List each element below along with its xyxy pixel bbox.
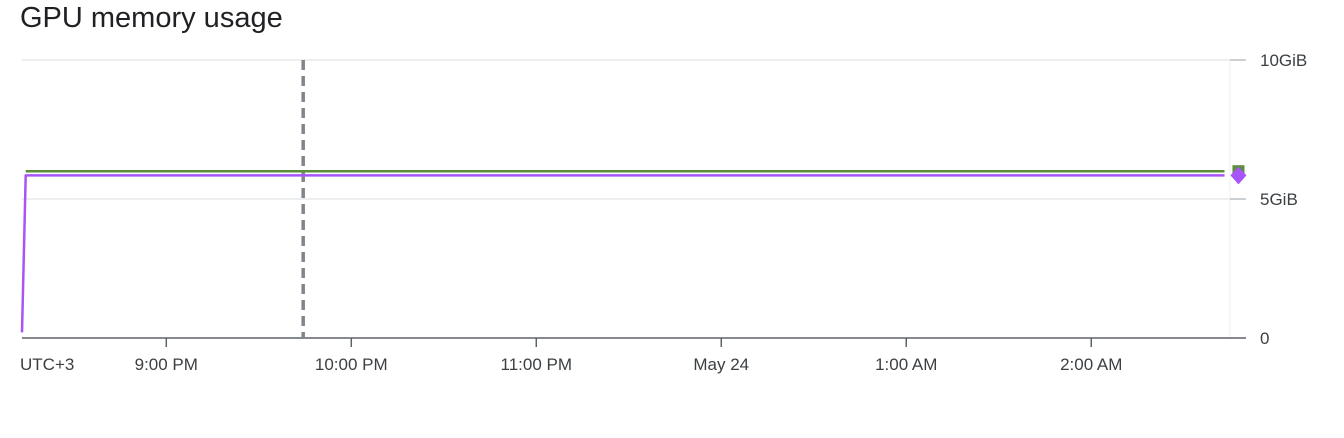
y-tick-label: 0 [1260,329,1269,348]
timezone-label: UTC+3 [20,355,74,374]
x-tick-label: 9:00 PM [135,355,198,374]
axes [22,59,1246,347]
x-tick-label: May 24 [693,355,749,374]
grid-lines [22,59,1231,338]
x-tick-label: 2:00 AM [1060,355,1122,374]
x-tick-label: 1:00 AM [875,355,937,374]
tick-labels: 0 5GiB 10GiB UTC+3 9:00 PM 10:00 PM 11:00 PM Ma… [20,51,1307,374]
x-tick-label: 10:00 PM [315,355,388,374]
series-line-1[interactable] [20,174,1225,333]
x-tick-label: 11:00 PM [501,355,573,374]
y-tick-label: 10GiB [1260,51,1307,70]
y-tick-label: 5GiB [1260,190,1298,209]
series-end-marker-diamond[interactable] [1230,166,1247,185]
series-layer [20,165,1247,333]
chart-title: GPU memory usage [20,2,283,34]
